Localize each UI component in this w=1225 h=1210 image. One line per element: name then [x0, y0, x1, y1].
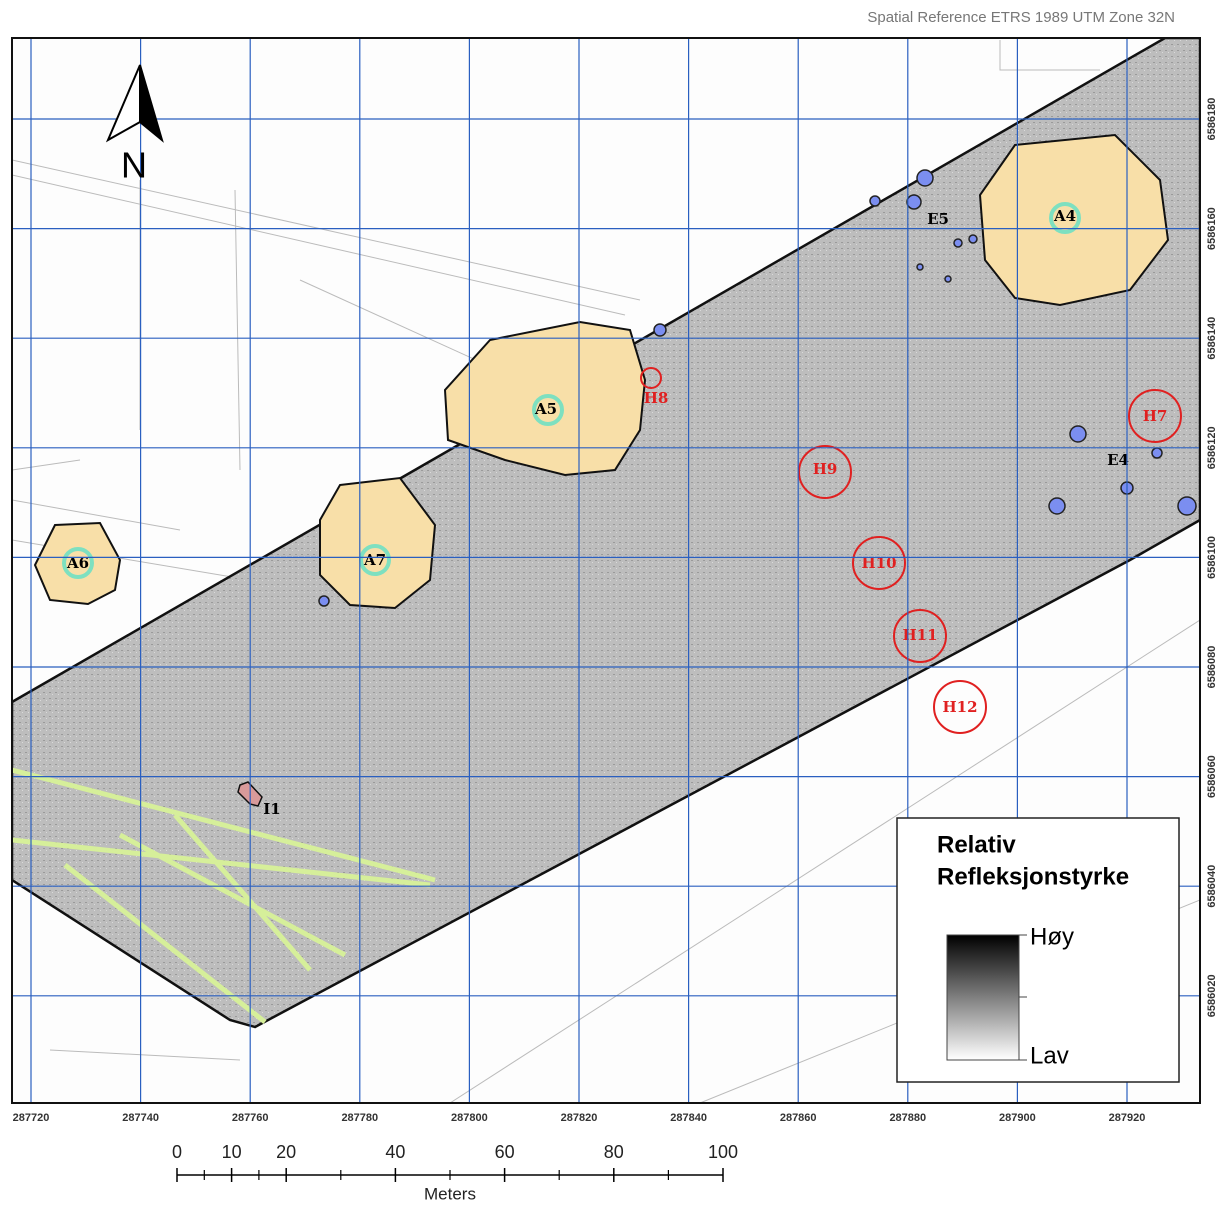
point-feature: [1152, 448, 1162, 458]
scale-label: 0: [172, 1142, 182, 1162]
x-tick-label: 287800: [451, 1112, 488, 1124]
point-feature: [1049, 498, 1065, 514]
legend-title: Relativ: [937, 831, 1016, 858]
scale-label: 40: [385, 1142, 405, 1162]
ring-label: H7: [1143, 407, 1168, 425]
y-tick-label: 6586160: [1206, 207, 1218, 250]
ring-label: H9: [813, 460, 838, 478]
x-tick-label: 287860: [780, 1112, 817, 1124]
scale-label: 60: [495, 1142, 515, 1162]
point-feature: [654, 324, 666, 336]
ring-label: H8: [644, 389, 669, 407]
point-feature: [969, 235, 977, 243]
cluster-label: E4: [1107, 451, 1129, 469]
scale-label: 20: [276, 1142, 296, 1162]
point-feature: [1070, 426, 1086, 442]
area-label: A7: [363, 551, 386, 569]
x-tick-label: 287780: [341, 1112, 378, 1124]
point-feature: [917, 170, 933, 186]
y-tick-label: 6586060: [1206, 755, 1218, 798]
scale-label: 100: [708, 1142, 738, 1162]
y-tick-label: 6586100: [1206, 536, 1218, 579]
y-tick-label: 6586120: [1206, 426, 1218, 469]
ring-label: H12: [942, 698, 977, 716]
x-tick-label: 287880: [889, 1112, 926, 1124]
y-tick-label: 6586180: [1206, 98, 1218, 141]
legend-ramp: [947, 935, 1019, 1060]
y-tick-label: 6586040: [1206, 865, 1218, 908]
x-tick-label: 287720: [13, 1112, 50, 1124]
scale-label: 10: [222, 1142, 242, 1162]
y-tick-label: 6586020: [1206, 974, 1218, 1017]
item-label: I1: [263, 800, 280, 818]
point-feature: [917, 264, 923, 270]
point-feature: [907, 195, 921, 209]
point-feature: [954, 239, 962, 247]
area-label: A5: [534, 400, 557, 418]
ring-label: H10: [861, 554, 896, 572]
north-label: N: [121, 145, 147, 186]
point-feature: [945, 276, 951, 282]
x-tick-label: 287760: [232, 1112, 269, 1124]
x-tick-label: 287840: [670, 1112, 707, 1124]
x-tick-label: 287820: [561, 1112, 598, 1124]
area-label: A6: [66, 554, 89, 572]
point-feature: [1178, 497, 1196, 515]
legend-title: Refleksjonstyrke: [937, 863, 1129, 890]
map-page: Spatial Reference ETRS 1989 UTM Zone 32N…: [0, 0, 1225, 1205]
legend: Relativ Refleksjonstyrke Høy Lav: [897, 818, 1179, 1082]
x-tick-label: 287900: [999, 1112, 1036, 1124]
x-tick-label: 287740: [122, 1112, 159, 1124]
scale-label: 80: [604, 1142, 624, 1162]
scale-unit: Meters: [424, 1184, 476, 1203]
x-tick-label: 287920: [1109, 1112, 1146, 1124]
point-feature: [319, 596, 329, 606]
legend-low: Lav: [1030, 1042, 1069, 1069]
point-feature: [870, 196, 880, 206]
area-label: A4: [1053, 207, 1076, 225]
y-tick-label: 6586140: [1206, 317, 1218, 360]
spatial-reference: Spatial Reference ETRS 1989 UTM Zone 32N: [867, 9, 1175, 26]
y-tick-label: 6586080: [1206, 646, 1218, 689]
cluster-label: E5: [927, 210, 949, 228]
legend-high: Høy: [1030, 923, 1074, 950]
